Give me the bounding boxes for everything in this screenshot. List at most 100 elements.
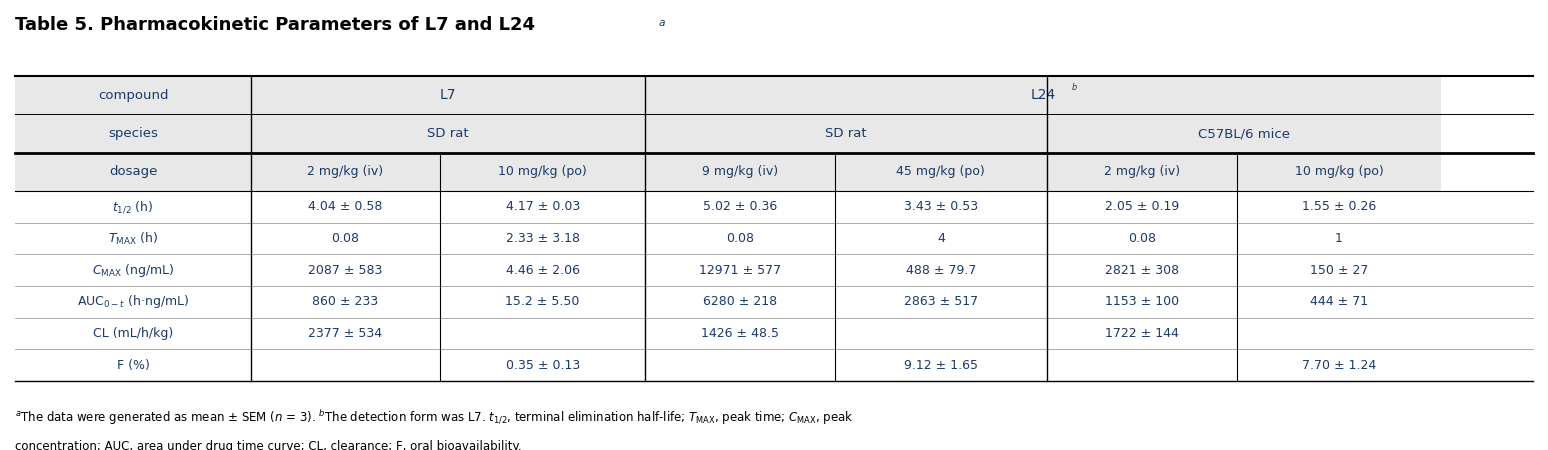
- Bar: [15, 114, 251, 153]
- Bar: [1046, 349, 1237, 381]
- Text: 1: 1: [1336, 232, 1344, 245]
- Text: 1722 ± 144: 1722 ± 144: [1105, 327, 1180, 340]
- Text: $^{a}$The data were generated as mean $\pm$ SEM ($n$ = 3). $^{b}$The detection f: $^{a}$The data were generated as mean $\…: [15, 408, 854, 427]
- Text: F (%): F (%): [116, 359, 150, 372]
- Text: CL (mL/h/kg): CL (mL/h/kg): [93, 327, 173, 340]
- Bar: [251, 349, 440, 381]
- Bar: [251, 286, 440, 318]
- Text: 1426 ± 48.5: 1426 ± 48.5: [701, 327, 779, 340]
- Bar: [251, 223, 440, 254]
- Text: 12971 ± 577: 12971 ± 577: [698, 264, 780, 277]
- Text: 3.43 ± 0.53: 3.43 ± 0.53: [904, 200, 978, 213]
- Text: 7.70 ± 1.24: 7.70 ± 1.24: [1302, 359, 1376, 372]
- Text: 6280 ± 218: 6280 ± 218: [703, 295, 777, 308]
- Bar: [646, 153, 834, 191]
- Text: 0.08: 0.08: [331, 232, 359, 245]
- Text: 0.08: 0.08: [726, 232, 754, 245]
- Text: 2087 ± 583: 2087 ± 583: [308, 264, 382, 277]
- Text: dosage: dosage: [108, 166, 158, 178]
- Text: concentration; AUC, area under drug time curve; CL, clearance; F, oral bioavaila: concentration; AUC, area under drug time…: [15, 440, 522, 450]
- Bar: [834, 286, 1046, 318]
- Text: 4.46 ± 2.06: 4.46 ± 2.06: [506, 264, 579, 277]
- Bar: [440, 153, 646, 191]
- Text: $^{b}$: $^{b}$: [1071, 84, 1077, 97]
- Text: $\mathrm{AUC}_{0-t}$ (h·ng/mL): $\mathrm{AUC}_{0-t}$ (h·ng/mL): [77, 293, 189, 310]
- Text: 4.17 ± 0.03: 4.17 ± 0.03: [506, 200, 580, 213]
- Text: 2.33 ± 3.18: 2.33 ± 3.18: [506, 232, 579, 245]
- Bar: [646, 223, 834, 254]
- Text: 1.55 ± 0.26: 1.55 ± 0.26: [1302, 200, 1376, 213]
- Bar: [646, 114, 834, 153]
- Bar: [1237, 114, 1441, 153]
- Bar: [646, 254, 834, 286]
- Bar: [1237, 286, 1441, 318]
- Bar: [646, 76, 834, 114]
- Bar: [1237, 349, 1441, 381]
- Text: compound: compound: [98, 89, 169, 102]
- Bar: [251, 76, 440, 114]
- Bar: [15, 153, 251, 191]
- Bar: [834, 153, 1046, 191]
- Bar: [440, 191, 646, 223]
- Text: SD rat: SD rat: [825, 127, 867, 140]
- Text: 0.35 ± 0.13: 0.35 ± 0.13: [506, 359, 580, 372]
- Bar: [834, 76, 1046, 114]
- Text: 488 ± 79.7: 488 ± 79.7: [906, 264, 977, 277]
- Bar: [251, 153, 440, 191]
- Bar: [1046, 286, 1237, 318]
- Bar: [1046, 223, 1237, 254]
- Text: 10 mg/kg (po): 10 mg/kg (po): [1294, 166, 1384, 178]
- Bar: [1046, 254, 1237, 286]
- Bar: [440, 286, 646, 318]
- Bar: [646, 318, 834, 349]
- Bar: [834, 223, 1046, 254]
- Bar: [440, 349, 646, 381]
- Bar: [1237, 318, 1441, 349]
- Bar: [1046, 76, 1237, 114]
- Bar: [834, 191, 1046, 223]
- Text: C57BL/6 mice: C57BL/6 mice: [1198, 127, 1291, 140]
- Text: 150 ± 27: 150 ± 27: [1310, 264, 1368, 277]
- Text: Table 5. Pharmacokinetic Parameters of L7 and L24: Table 5. Pharmacokinetic Parameters of L…: [15, 16, 536, 34]
- Text: 860 ± 233: 860 ± 233: [313, 295, 379, 308]
- Bar: [1237, 191, 1441, 223]
- Bar: [1237, 223, 1441, 254]
- Text: SD rat: SD rat: [427, 127, 469, 140]
- Text: $C_{\mathrm{MAX}}$ (ng/mL): $C_{\mathrm{MAX}}$ (ng/mL): [91, 261, 175, 279]
- Bar: [15, 191, 251, 223]
- Bar: [440, 114, 646, 153]
- Bar: [646, 286, 834, 318]
- Bar: [440, 318, 646, 349]
- Bar: [646, 191, 834, 223]
- Bar: [646, 349, 834, 381]
- Text: 2 mg/kg (iv): 2 mg/kg (iv): [308, 166, 384, 178]
- Bar: [15, 223, 251, 254]
- Bar: [15, 286, 251, 318]
- Bar: [1237, 153, 1441, 191]
- Bar: [1046, 191, 1237, 223]
- Text: $T_{\mathrm{MAX}}$ (h): $T_{\mathrm{MAX}}$ (h): [108, 230, 158, 247]
- Bar: [251, 254, 440, 286]
- Bar: [15, 254, 251, 286]
- Text: 45 mg/kg (po): 45 mg/kg (po): [896, 166, 985, 178]
- Text: 9.12 ± 1.65: 9.12 ± 1.65: [904, 359, 978, 372]
- Text: 2.05 ± 0.19: 2.05 ± 0.19: [1105, 200, 1180, 213]
- Bar: [834, 349, 1046, 381]
- Text: 9 mg/kg (iv): 9 mg/kg (iv): [701, 166, 779, 178]
- Bar: [15, 318, 251, 349]
- Text: 4: 4: [937, 232, 944, 245]
- Text: 4.04 ± 0.58: 4.04 ± 0.58: [308, 200, 382, 213]
- Bar: [251, 191, 440, 223]
- Text: 5.02 ± 0.36: 5.02 ± 0.36: [703, 200, 777, 213]
- Bar: [834, 114, 1046, 153]
- Text: 444 ± 71: 444 ± 71: [1310, 295, 1368, 308]
- Bar: [440, 223, 646, 254]
- Text: $t_{1/2}$ (h): $t_{1/2}$ (h): [113, 199, 153, 215]
- Bar: [1046, 114, 1237, 153]
- Text: 2821 ± 308: 2821 ± 308: [1105, 264, 1180, 277]
- Text: 0.08: 0.08: [1128, 232, 1156, 245]
- Text: species: species: [108, 127, 158, 140]
- Bar: [834, 318, 1046, 349]
- Bar: [834, 254, 1046, 286]
- Text: 15.2 ± 5.50: 15.2 ± 5.50: [506, 295, 580, 308]
